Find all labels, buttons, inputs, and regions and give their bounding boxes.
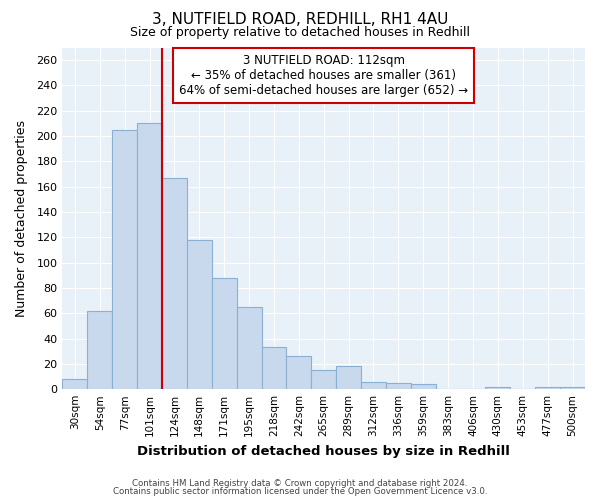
Bar [88,310,112,389]
Bar [187,240,212,389]
Text: Size of property relative to detached houses in Redhill: Size of property relative to detached ho… [130,26,470,39]
Bar [212,278,236,389]
Bar [62,379,88,389]
Text: Contains public sector information licensed under the Open Government Licence v3: Contains public sector information licen… [113,487,487,496]
Bar [112,130,137,389]
Bar [485,386,511,389]
Bar [162,178,187,389]
Bar [137,124,162,389]
Bar [411,384,436,389]
Bar [311,370,336,389]
Text: Contains HM Land Registry data © Crown copyright and database right 2024.: Contains HM Land Registry data © Crown c… [132,478,468,488]
Bar [535,386,560,389]
Bar [560,386,585,389]
X-axis label: Distribution of detached houses by size in Redhill: Distribution of detached houses by size … [137,444,510,458]
Bar [386,383,411,389]
Bar [262,348,286,389]
Y-axis label: Number of detached properties: Number of detached properties [15,120,28,317]
Text: 3, NUTFIELD ROAD, REDHILL, RH1 4AU: 3, NUTFIELD ROAD, REDHILL, RH1 4AU [152,12,448,28]
Text: 3 NUTFIELD ROAD: 112sqm
← 35% of detached houses are smaller (361)
64% of semi-d: 3 NUTFIELD ROAD: 112sqm ← 35% of detache… [179,54,468,98]
Bar [336,366,361,389]
Bar [286,356,311,389]
Bar [361,382,386,389]
Bar [236,307,262,389]
